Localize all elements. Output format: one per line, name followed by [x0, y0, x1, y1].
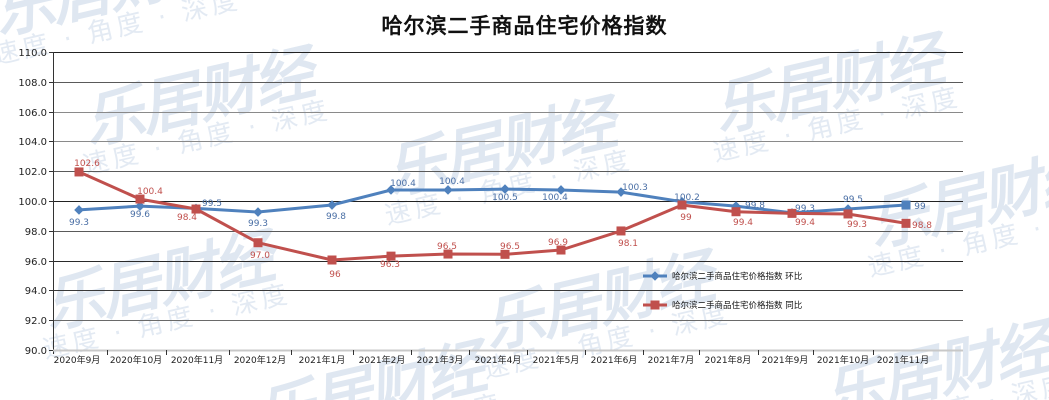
y-tick-label: 94.0 — [25, 286, 47, 297]
data-point-square-icon — [135, 194, 145, 204]
data-label: 98.1 — [618, 239, 638, 249]
data-point-square-icon — [901, 218, 911, 228]
x-tick-label: 2021年1月 — [299, 354, 346, 366]
y-tick-label: 96.0 — [25, 257, 47, 268]
x-tick-label: 2020年11月 — [171, 354, 223, 366]
y-tick-label: 100.0 — [18, 197, 47, 208]
data-label: 99.8 — [745, 201, 765, 211]
data-label: 100.4 — [542, 193, 568, 203]
x-tick-label: 2021年8月 — [705, 354, 752, 366]
y-tick-label: 92.0 — [25, 316, 47, 327]
y-tick-label: 90.0 — [25, 346, 47, 357]
x-tick-label: 2021年2月 — [359, 354, 406, 366]
x-tick-label: 2021年6月 — [591, 354, 638, 366]
data-label: 99 — [914, 202, 926, 212]
chart-title: 哈尔滨二手商品住宅价格指数 — [381, 14, 668, 38]
data-point-diamond-icon — [253, 207, 263, 217]
data-point-square-icon — [74, 167, 84, 177]
data-label: 100.5 — [492, 193, 518, 203]
data-labels: 99.3 99.6 99.5 99.3 99.8 100.4 100.4 100.5 100.4… — [69, 159, 932, 280]
data-label: 99.3 — [248, 219, 268, 229]
data-point-diamond-icon — [74, 205, 84, 215]
data-label: 96.3 — [380, 260, 400, 270]
data-point-diamond-icon — [731, 201, 741, 211]
data-label: 99.3 — [69, 218, 89, 228]
x-tick-label: 2020年10月 — [110, 354, 162, 366]
data-label: 99.3 — [847, 220, 867, 230]
data-label: 99.6 — [130, 210, 150, 220]
data-label: 100.4 — [137, 187, 163, 197]
data-point-square-icon — [556, 245, 566, 255]
data-point-square-icon — [443, 249, 453, 259]
data-label: 100.4 — [439, 177, 465, 187]
x-tick-label: 2021年4月 — [475, 354, 522, 366]
data-point-square-icon — [901, 200, 911, 210]
data-label: 97.0 — [250, 251, 270, 261]
data-point-square-icon — [253, 238, 263, 248]
data-point-square-icon — [191, 204, 201, 214]
data-point-square-icon — [386, 251, 396, 261]
x-tick-label: 2021年3月 — [417, 354, 464, 366]
data-label: 100.2 — [674, 193, 700, 203]
data-point-diamond-icon — [443, 185, 453, 195]
data-label: 99.4 — [733, 218, 753, 228]
data-label: 99.8 — [326, 212, 346, 222]
data-label: 99 — [680, 213, 692, 223]
legend-square-icon — [650, 300, 660, 310]
data-point-diamond-icon — [556, 185, 566, 195]
series — [74, 167, 911, 265]
legend-item-yoy[interactable]: 哈尔滨二手商品住宅价格指数 同比 — [643, 300, 802, 311]
data-label: 99.5 — [202, 199, 222, 209]
data-point-diamond-icon — [500, 184, 510, 194]
data-point-diamond-icon — [386, 185, 396, 195]
x-tick-label: 2021年9月 — [762, 354, 809, 366]
x-tick-label: 2021年10月 — [817, 354, 869, 366]
series-yoy — [74, 167, 911, 265]
data-point-square-icon — [616, 226, 626, 236]
x-tick-label: 2020年12月 — [234, 354, 286, 366]
data-label: 99.5 — [843, 195, 863, 205]
data-point-diamond-icon — [135, 201, 145, 211]
data-label: 98.8 — [912, 221, 932, 231]
data-label: 96.5 — [437, 242, 457, 252]
data-point-diamond-icon — [616, 187, 626, 197]
data-point-square-icon — [731, 207, 741, 217]
gridlines: 90.0 92.0 94.0 96.0 98.0 100.0 102.0 104.0 106.0… — [18, 48, 963, 357]
data-label: 99.3 — [795, 204, 815, 214]
y-tick-label: 108.0 — [18, 78, 47, 89]
x-tick-label: 2021年5月 — [533, 354, 580, 366]
data-point-square-icon — [787, 208, 797, 218]
data-label: 96.9 — [548, 238, 568, 248]
legend-item-mom[interactable]: 哈尔滨二手商品住宅价格指数 环比 — [643, 271, 802, 282]
data-label: 102.6 — [74, 159, 100, 169]
y-tick-label: 98.0 — [25, 227, 47, 238]
data-label: 98.4 — [177, 213, 197, 223]
legend-label: 哈尔滨二手商品住宅价格指数 同比 — [672, 300, 802, 311]
data-point-diamond-icon — [327, 200, 337, 210]
data-label: 100.4 — [390, 179, 416, 189]
data-point-square-icon — [500, 249, 510, 259]
x-tick-label: 2021年7月 — [648, 354, 695, 366]
data-label: 100.3 — [622, 183, 648, 193]
data-label: 96.5 — [500, 242, 520, 252]
data-label: 99.4 — [795, 218, 815, 228]
y-tick-label: 106.0 — [18, 108, 47, 119]
y-tick-label: 110.0 — [18, 48, 47, 59]
y-tick-label: 102.0 — [18, 167, 47, 178]
data-point-square-icon — [327, 255, 337, 265]
x-tick-label: 2021年11月 — [877, 354, 929, 366]
data-label: 96 — [329, 270, 341, 280]
axes: 2020年9月 2020年10月 2020年11月 2020年12月 2021年1月 20… — [53, 52, 963, 366]
series-line — [78, 170, 907, 262]
legend-label: 哈尔滨二手商品住宅价格指数 环比 — [672, 271, 802, 282]
legend-diamond-icon — [650, 271, 660, 281]
data-point-diamond-icon — [843, 204, 853, 214]
data-point-square-icon — [677, 200, 687, 210]
y-tick-label: 104.0 — [18, 137, 47, 148]
x-tick-label: 2020年9月 — [54, 354, 101, 366]
data-point-square-icon — [843, 209, 853, 219]
